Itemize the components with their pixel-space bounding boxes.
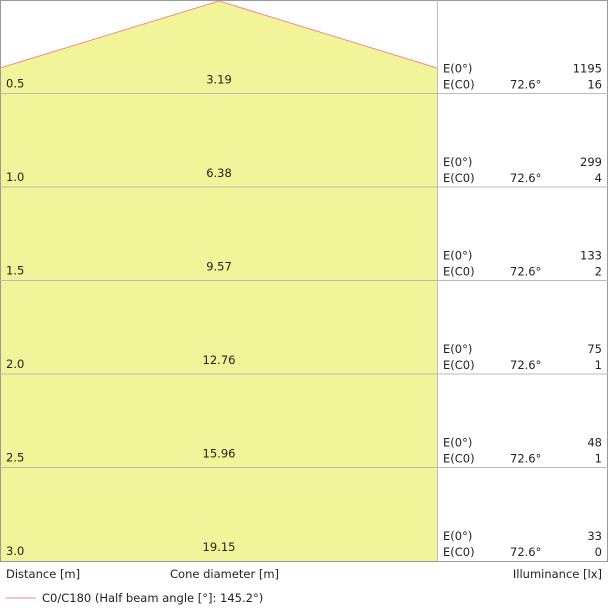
ec0-label: E(C0) (443, 171, 475, 185)
diameter: 3.19 (206, 73, 232, 87)
e0-value: 33 (587, 529, 602, 543)
ec0-value: 2 (595, 265, 602, 279)
ec0-value: 0 (595, 545, 602, 559)
ec0-value: 1 (595, 452, 602, 466)
diameter: 6.38 (206, 166, 232, 180)
ec0-label: E(C0) (443, 358, 475, 372)
distance-label: Distance [m] (6, 567, 80, 581)
diameter: 9.57 (206, 260, 232, 274)
diameter: 15.96 (203, 447, 236, 461)
distance: 3.0 (6, 544, 24, 558)
ec0-label: E(C0) (443, 452, 475, 466)
legend-label: C0/C180 (Half beam angle [°]: 145.2°) (42, 591, 263, 605)
e0-value: 1195 (573, 62, 602, 76)
ec0-label: E(C0) (443, 545, 475, 559)
diameter: 19.15 (203, 540, 236, 554)
angle: 72.6° (510, 78, 541, 92)
distance: 0.5 (6, 77, 24, 91)
ec0-label: E(C0) (443, 265, 475, 279)
angle: 72.6° (510, 265, 541, 279)
ec0-label: E(C0) (443, 78, 475, 92)
diameter-label: Cone diameter [m] (170, 567, 279, 581)
diameter: 12.76 (203, 353, 236, 367)
distance: 2.0 (6, 357, 24, 371)
e0-label: E(0°) (443, 249, 472, 263)
e0-label: E(0°) (443, 529, 472, 543)
illuminance-label: Illuminance [lx] (513, 567, 602, 581)
e0-label: E(0°) (443, 436, 472, 450)
e0-value: 48 (587, 436, 602, 450)
e0-value: 133 (580, 249, 602, 263)
distance: 2.5 (6, 451, 24, 465)
ec0-value: 16 (587, 78, 602, 92)
e0-label: E(0°) (443, 342, 472, 356)
e0-value: 75 (587, 342, 602, 356)
e0-label: E(0°) (443, 62, 472, 76)
ec0-value: 4 (595, 171, 602, 185)
angle: 72.6° (510, 452, 541, 466)
e0-value: 299 (580, 155, 602, 169)
distance: 1.5 (6, 264, 24, 278)
angle: 72.6° (510, 171, 541, 185)
ec0-value: 1 (595, 358, 602, 372)
e0-label: E(0°) (443, 155, 472, 169)
angle: 72.6° (510, 358, 541, 372)
angle: 72.6° (510, 545, 541, 559)
distance: 1.0 (6, 170, 24, 184)
